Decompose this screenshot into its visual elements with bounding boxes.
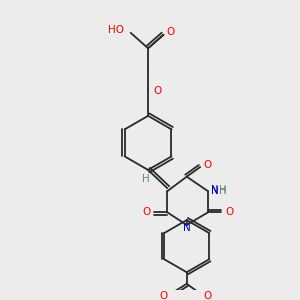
Text: O: O	[142, 207, 150, 218]
Text: H: H	[218, 185, 226, 195]
Text: O: O	[204, 160, 212, 170]
Text: N: N	[211, 186, 219, 196]
Text: H: H	[142, 174, 150, 184]
Text: O: O	[204, 291, 212, 300]
Text: N: N	[211, 185, 218, 195]
Text: H: H	[218, 186, 226, 196]
Text: O: O	[166, 27, 174, 37]
Text: N: N	[183, 223, 190, 233]
Text: O: O	[159, 291, 168, 300]
Text: O: O	[154, 86, 162, 96]
Text: O: O	[225, 207, 233, 218]
Text: HO: HO	[108, 25, 124, 35]
